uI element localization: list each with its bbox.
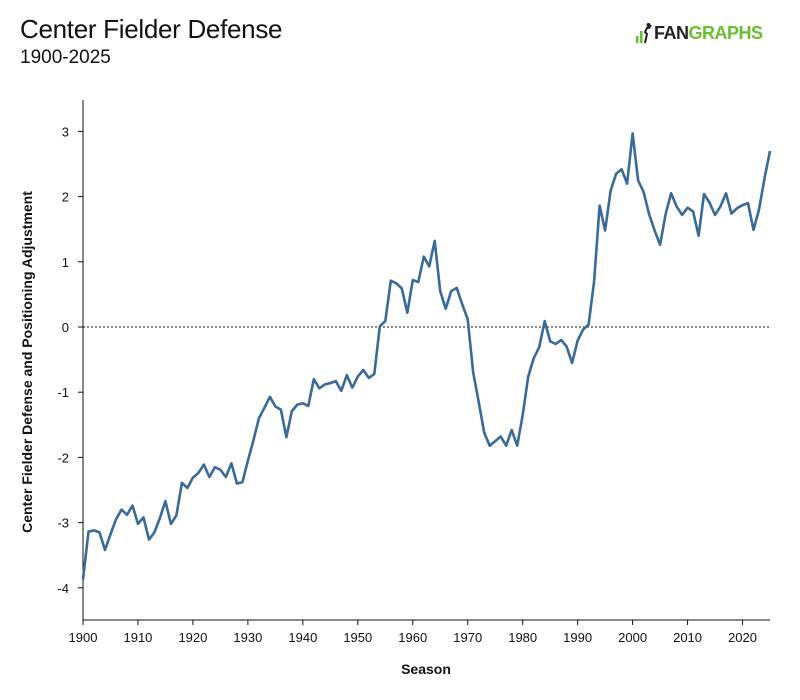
logo-text-graphs: GRAPHS [688,22,764,43]
chart-title: Center Fielder Defense [20,14,283,44]
y-axis-title: Center Fielder Defense and Positioning A… [19,191,35,533]
y-tick-label: -2 [57,450,69,465]
x-axis: 1900 1910 1920 1930 1940 1950 1960 1970 1980 1990… [69,619,770,645]
x-tick-label: 2010 [673,630,702,645]
y-tick-label: 2 [62,190,69,205]
x-tick-label: 1900 [69,630,98,645]
y-ticks: 3 2 1 0 -1 -2 -3 -4 [57,124,83,596]
y-tick-label: 0 [62,320,69,335]
fangraphs-logo-icon [636,23,652,44]
x-tick-label: 1920 [178,630,207,645]
y-tick-label: -1 [57,385,69,400]
x-tick-label: 1930 [233,630,262,645]
x-tick-label: 1990 [563,630,592,645]
y-axis: 3 2 1 0 -1 -2 -3 -4 [57,100,84,620]
logo-text-fan: FAN [654,22,689,43]
x-tick-label: 1950 [343,630,372,645]
x-ticks: 1900 1910 1920 1930 1940 1950 1960 1970 1980 1990… [69,620,757,645]
x-tick-label: 1970 [453,630,482,645]
y-tick-label: 3 [62,124,69,139]
x-tick-label: 2000 [618,630,647,645]
x-tick-label: 1910 [123,630,152,645]
x-axis-title: Season [401,661,451,677]
x-tick-label: 1940 [288,630,317,645]
series-line [81,132,772,580]
fangraphs-logo: FAN GRAPHS [636,20,763,46]
y-tick-label: -3 [57,516,69,531]
x-tick-label: 1980 [508,630,537,645]
y-tick-label: 1 [62,255,69,270]
x-tick-label: 1960 [398,630,427,645]
chart-subtitle: 1900-2025 [20,47,111,68]
x-tick-label: 2020 [728,630,757,645]
y-tick-label: -4 [57,581,69,596]
